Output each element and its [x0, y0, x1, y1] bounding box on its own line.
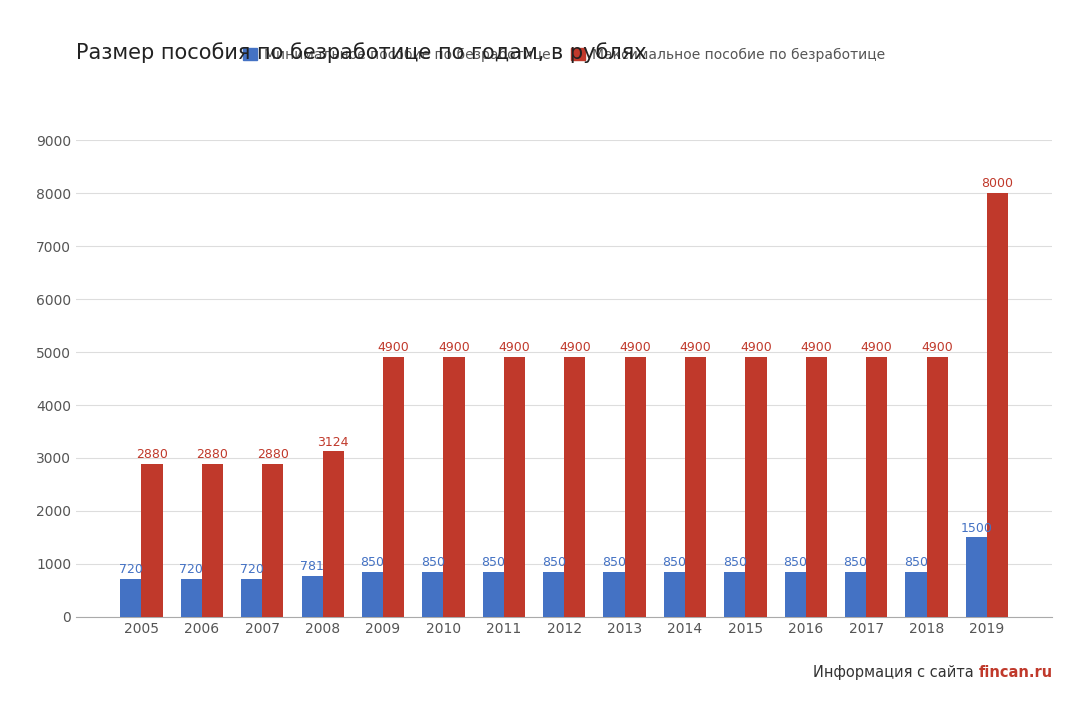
Bar [302, 576, 322, 617]
Text: 4900: 4900 [559, 341, 590, 355]
Text: 720: 720 [119, 563, 143, 576]
Text: 850: 850 [783, 556, 807, 569]
Text: 781: 781 [301, 559, 324, 573]
Bar [745, 358, 766, 617]
Text: 850: 850 [602, 556, 626, 569]
Bar [806, 358, 827, 617]
Bar [625, 358, 646, 617]
Text: 850: 850 [904, 556, 928, 569]
Text: 850: 850 [723, 556, 746, 569]
Legend: Минимальное пособие по безработице, Максимальное пособие по безработице: Минимальное пособие по безработице, Макс… [238, 42, 891, 67]
Bar [544, 572, 564, 617]
Bar [422, 572, 444, 617]
Bar [120, 579, 141, 617]
Text: 850: 850 [663, 556, 687, 569]
Text: 720: 720 [179, 563, 203, 576]
Text: Информация с сайта: Информация с сайта [813, 665, 979, 680]
Bar [927, 358, 947, 617]
Text: 850: 850 [421, 556, 445, 569]
Bar [241, 579, 263, 617]
Text: 4900: 4900 [679, 341, 712, 355]
Bar [362, 572, 383, 617]
Bar [383, 358, 405, 617]
Text: 4900: 4900 [801, 341, 832, 355]
Text: 2880: 2880 [136, 449, 168, 461]
Text: 4900: 4900 [438, 341, 470, 355]
Text: 3124: 3124 [318, 435, 349, 449]
Bar [263, 464, 283, 617]
Bar [603, 572, 625, 617]
Text: 850: 850 [482, 556, 506, 569]
Text: 4900: 4900 [620, 341, 651, 355]
Text: 850: 850 [541, 556, 565, 569]
Bar [181, 579, 202, 617]
Text: 850: 850 [843, 556, 868, 569]
Bar [685, 358, 706, 617]
Bar [664, 572, 685, 617]
Bar [724, 572, 745, 617]
Text: fincan.ru: fincan.ru [979, 665, 1052, 680]
Text: 720: 720 [240, 563, 264, 576]
Bar [784, 572, 806, 617]
Bar [444, 358, 464, 617]
Bar [564, 358, 585, 617]
Text: 4900: 4900 [860, 341, 893, 355]
Text: 1500: 1500 [960, 522, 993, 535]
Bar [966, 538, 987, 617]
Bar [987, 193, 1008, 617]
Text: 4900: 4900 [740, 341, 771, 355]
Bar [866, 358, 888, 617]
Text: Размер пособия по безработице по годам, в рублях: Размер пособия по безработице по годам, … [76, 42, 647, 63]
Text: 850: 850 [360, 556, 384, 569]
Bar [202, 464, 224, 617]
Text: 2880: 2880 [196, 449, 228, 461]
Text: 8000: 8000 [982, 177, 1013, 190]
Bar [503, 358, 525, 617]
Bar [141, 464, 163, 617]
Bar [905, 572, 927, 617]
Text: 4900: 4900 [921, 341, 953, 355]
Bar [845, 572, 866, 617]
Text: 2880: 2880 [257, 449, 289, 461]
Bar [483, 572, 503, 617]
Text: 4900: 4900 [378, 341, 409, 355]
Text: 4900: 4900 [498, 341, 531, 355]
Bar [322, 451, 344, 617]
